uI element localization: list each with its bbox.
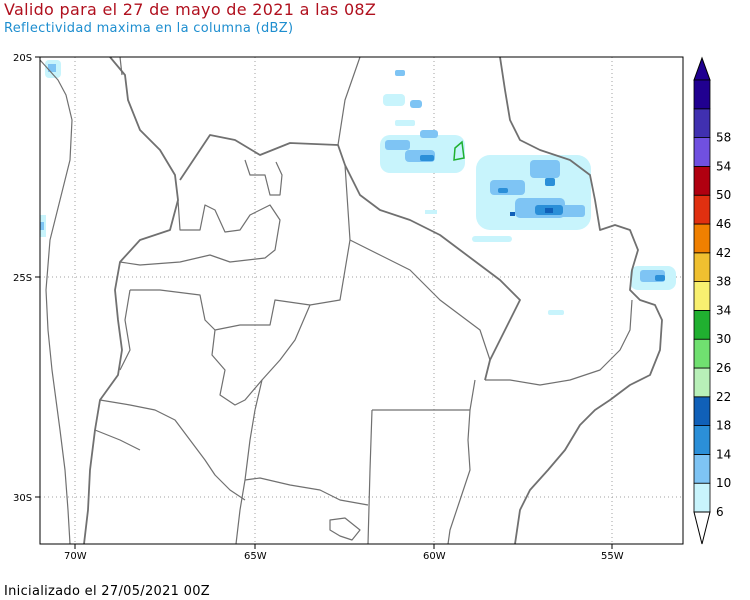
initialization-footer: Inicializado el 27/05/2021 00Z (4, 584, 211, 599)
colorbar-swatch (693, 396, 711, 426)
colorbar-level-label: 30 (716, 332, 731, 346)
colorbar-level-label: 26 (716, 361, 731, 375)
political-borders (39, 56, 663, 545)
map-frame-border (39, 56, 684, 545)
colorbar-swatch (693, 79, 711, 110)
colorbar-swatch (693, 367, 711, 398)
colorbar-level-label: 6 (716, 505, 724, 519)
colorbar-swatch (693, 252, 711, 283)
colorbar-swatch (693, 309, 711, 340)
colorbar-level-label: 38 (716, 275, 731, 289)
colorbar-level-label: 34 (716, 303, 731, 317)
lat-label-30s: 30S (13, 493, 32, 504)
colorbar-level-label: 42 (716, 246, 731, 260)
map-background (40, 57, 683, 544)
colorbar-swatch (693, 137, 711, 167)
lon-label-65w: 65W (244, 551, 267, 562)
lon-label-70w: 70W (64, 551, 87, 562)
colorbar-level-label: 54 (716, 159, 731, 173)
colorbar-level-label: 50 (716, 188, 731, 202)
colorbar-swatch (693, 281, 711, 311)
colorbar-swatch (693, 425, 711, 455)
colorbar-level-label: 14 (716, 447, 731, 461)
reflectivity-colorbar: 6 10 14 18 22 26 30 34 38 42 46 50 54 58 (693, 56, 731, 545)
colorbar-swatch (693, 194, 711, 225)
colorbar-swatch (693, 223, 711, 254)
colorbar-level-label: 58 (716, 131, 731, 145)
colorbar-min-arrow (693, 511, 711, 545)
forecast-valid-title: Valido para el 27 de mayo de 2021 a las … (4, 0, 377, 19)
lat-label-25s: 25S (13, 273, 32, 284)
product-subtitle: Reflectividad maxima en la columna (dBZ) (4, 21, 294, 36)
colorbar-level-label: 18 (716, 419, 731, 433)
axis-ticks (35, 56, 613, 549)
colorbar-max-arrow (693, 56, 711, 81)
colorbar-level-label: 46 (716, 217, 731, 231)
colorbar-swatch (693, 482, 711, 513)
colorbar-level-label: 22 (716, 390, 731, 404)
lon-label-55w: 55W (601, 551, 624, 562)
colorbar-swatch (693, 338, 711, 369)
colorbar-swatch (693, 453, 711, 484)
lat-label-20s: 20S (13, 53, 32, 64)
colorbar-swatch (693, 108, 711, 139)
colorbar-swatch (693, 165, 711, 196)
colorbar-level-label: 10 (716, 476, 731, 490)
lon-label-60w: 60W (423, 551, 446, 562)
reflectivity-echoes (40, 60, 676, 315)
